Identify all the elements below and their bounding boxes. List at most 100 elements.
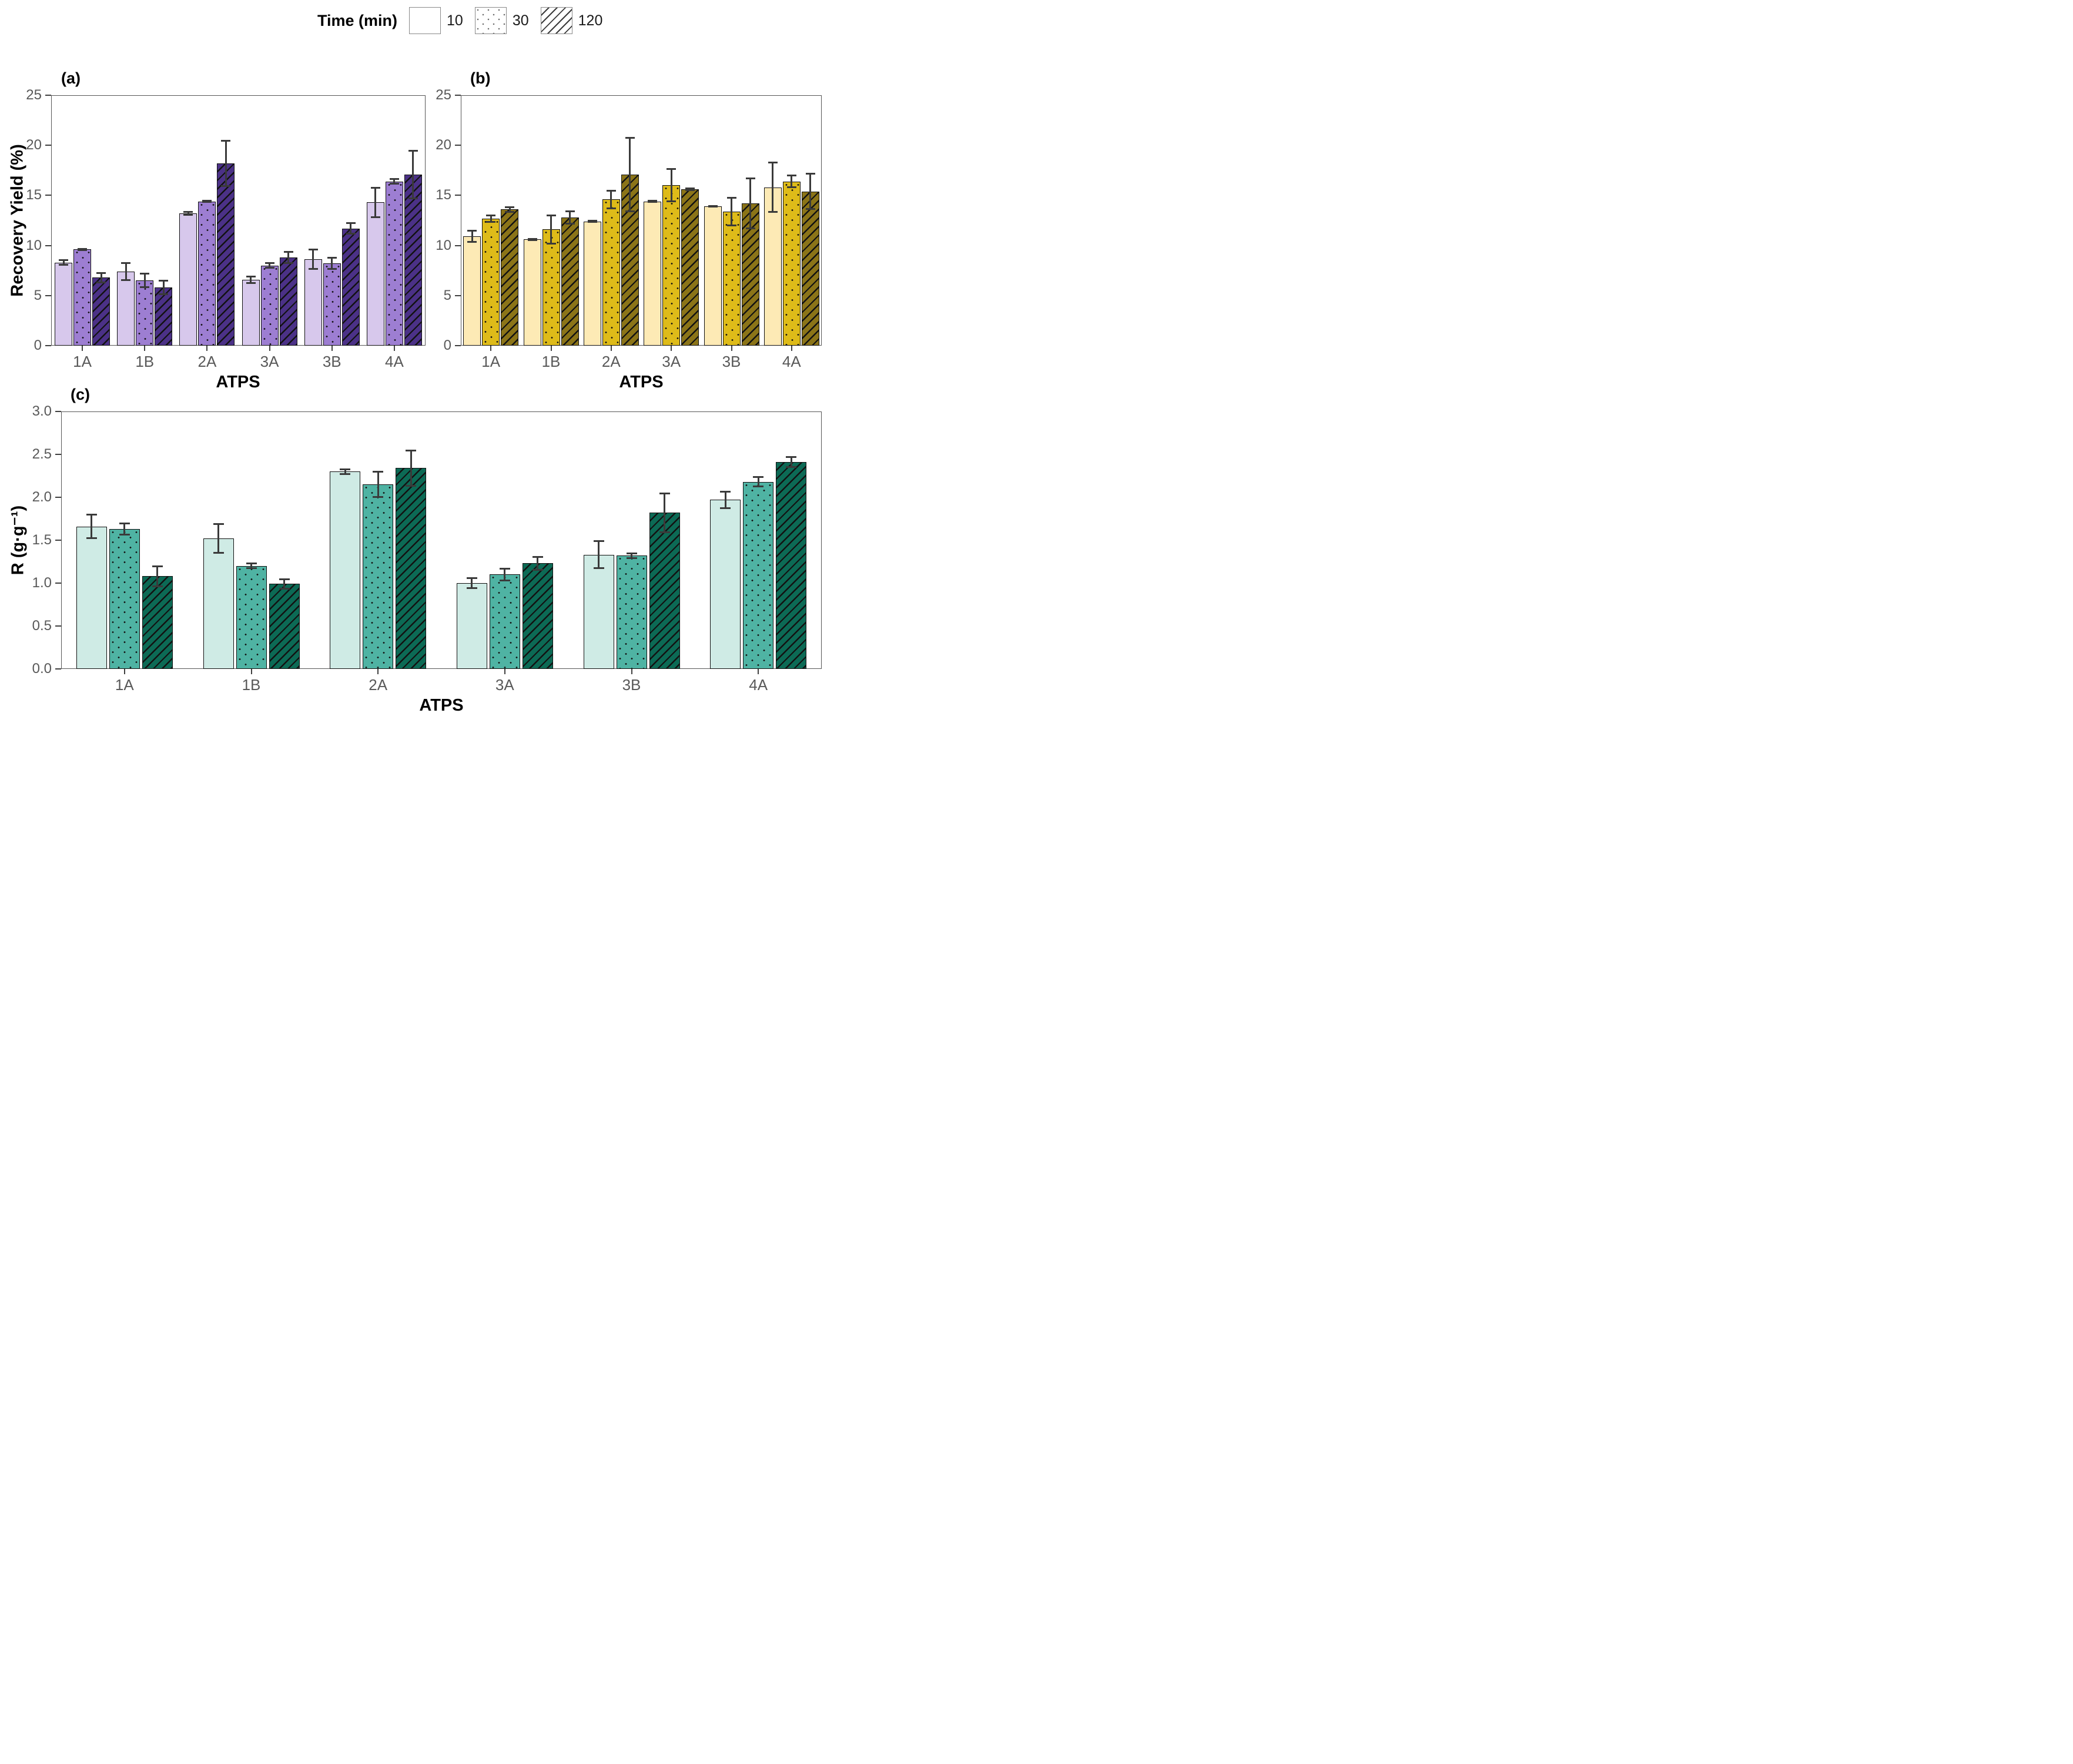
x-tick-mark: [82, 346, 83, 351]
error-bar-cap: [786, 466, 797, 468]
error-bar-cap: [373, 496, 384, 498]
legend-title: Time (min): [317, 11, 398, 29]
x-tick-mark: [123, 669, 125, 674]
error-bar-cap: [626, 552, 637, 554]
error-bar-cap: [346, 222, 356, 225]
error-bar-stem: [631, 553, 632, 558]
bar-b-2A-30: [602, 199, 620, 346]
error-bar-stem: [731, 197, 732, 226]
x-tick-mark: [144, 346, 146, 351]
category-label: 3B: [622, 676, 641, 694]
error-bar-cap: [221, 139, 231, 142]
bar-a-3B-10: [304, 259, 322, 346]
legend-label-30: 30: [512, 12, 529, 29]
category-label: 3B: [722, 353, 741, 370]
error-bar-cap: [467, 230, 477, 232]
error-bar-cap: [370, 216, 380, 218]
category-label: 1B: [242, 676, 261, 694]
error-bar-stem: [269, 263, 271, 268]
bar-b-3A-30: [662, 185, 681, 346]
bar-a-2A-120: [217, 163, 235, 346]
legend-item-30: 30: [474, 7, 529, 34]
x-tick-mark: [671, 346, 672, 351]
bar-c-1B-10: [203, 538, 234, 669]
bar-c-2A-30: [363, 484, 394, 669]
error-bar-stem: [100, 272, 102, 283]
y-tick-label: 20: [26, 137, 42, 153]
error-bar-stem: [598, 541, 600, 569]
bar-b-4A-30: [782, 181, 801, 346]
error-bar-cap: [667, 168, 677, 170]
error-bar-cap: [389, 178, 399, 180]
error-bar-cap: [121, 262, 131, 264]
error-bar-cap: [327, 257, 337, 259]
error-bar-stem: [350, 223, 352, 234]
error-bar-stem: [790, 457, 792, 467]
error-bar-cap: [59, 263, 69, 266]
error-bar-cap: [279, 588, 290, 590]
error-bar-cap: [213, 551, 224, 554]
category-label: 1A: [73, 353, 92, 370]
bar-a-3A-10: [242, 279, 260, 346]
bar-c-3B-10: [583, 554, 614, 669]
x-tick-mark: [377, 669, 379, 674]
bar-b-1B-30: [542, 229, 560, 346]
y-tick-mark: [45, 145, 51, 146]
bar-c-1A-120: [142, 576, 173, 669]
error-bar-cap: [283, 250, 293, 253]
x-tick-mark: [504, 669, 505, 674]
y-tick-mark: [55, 540, 61, 541]
error-bar-cap: [720, 490, 731, 493]
dots-pattern-swatch-icon: [474, 7, 507, 34]
error-bar-cap: [745, 178, 755, 180]
error-bar-cap: [389, 182, 399, 185]
bar-c-3B-120: [649, 513, 680, 669]
y-tick-mark: [455, 95, 461, 96]
error-bar-cap: [213, 523, 224, 525]
error-bar-cap: [340, 468, 351, 470]
y-tick-mark: [55, 668, 61, 670]
bar-b-2A-10: [583, 221, 601, 346]
error-bar-cap: [221, 185, 231, 188]
bar-a-3B-120: [341, 228, 360, 346]
y-tick-label: 2.0: [32, 489, 52, 505]
hatch-pattern-swatch-icon: [540, 7, 572, 34]
error-bar-cap: [86, 514, 97, 516]
error-bar-cap: [152, 565, 163, 567]
error-bar-cap: [202, 199, 212, 202]
error-bar-stem: [217, 524, 219, 553]
error-bar-cap: [659, 531, 670, 533]
error-bar-stem: [374, 187, 377, 217]
legend-label-10: 10: [447, 12, 463, 29]
legend: Time (min) 10 30 120: [317, 7, 602, 34]
error-bar-cap: [279, 578, 290, 580]
error-bar-cap: [78, 249, 88, 252]
error-bar-cap: [96, 281, 106, 283]
bar-a-4A-10: [366, 202, 384, 346]
category-label: 3A: [495, 676, 514, 694]
legend-label-120: 120: [578, 12, 603, 29]
error-bar-cap: [78, 247, 88, 250]
error-bar-stem: [187, 211, 189, 216]
error-bar-cap: [283, 262, 293, 265]
error-bar-stem: [809, 173, 812, 210]
error-bar-stem: [471, 578, 473, 588]
bar-a-1B-120: [155, 287, 173, 346]
error-bar-cap: [626, 557, 637, 559]
x-tick-mark: [206, 346, 208, 351]
error-bar-cap: [159, 280, 169, 282]
error-bar-cap: [340, 473, 351, 475]
error-bar-stem: [791, 175, 793, 188]
panel-c-plot-area: [61, 411, 822, 669]
y-tick-mark: [45, 245, 51, 246]
y-tick-mark: [45, 345, 51, 346]
bar-b-3B-10: [704, 206, 722, 346]
error-bar-cap: [408, 197, 418, 199]
error-bar-cap: [527, 237, 537, 240]
error-bar-cap: [805, 208, 815, 210]
error-bar-stem: [283, 578, 285, 590]
error-bar-stem: [287, 251, 290, 264]
x-tick-mark: [250, 669, 252, 674]
error-bar-cap: [466, 587, 477, 589]
error-bar-stem: [629, 137, 631, 212]
